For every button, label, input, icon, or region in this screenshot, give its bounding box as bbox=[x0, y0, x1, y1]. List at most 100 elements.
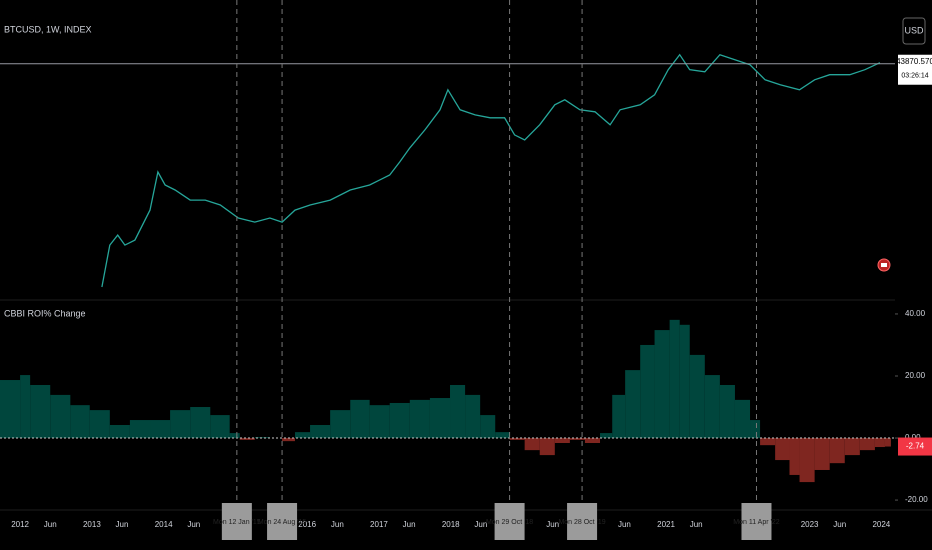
roi-bar bbox=[734, 399, 751, 439]
x-tick-label: Jun bbox=[474, 520, 487, 529]
marker-box bbox=[567, 503, 598, 540]
roi-bar bbox=[450, 384, 466, 439]
x-tick-label: 2021 bbox=[657, 520, 675, 529]
x-tick-label: 2024 bbox=[872, 520, 890, 529]
roi-bar bbox=[569, 438, 585, 440]
y-tick-label: -20.00 bbox=[905, 495, 928, 504]
last-price-box bbox=[898, 54, 932, 85]
roi-bar bbox=[20, 375, 31, 439]
x-tick-label: Jun bbox=[690, 520, 703, 529]
roi-bar bbox=[170, 410, 191, 439]
currency-button[interactable] bbox=[902, 17, 926, 45]
countdown-label: 03:26:14 bbox=[901, 73, 928, 80]
roi-bar bbox=[689, 354, 705, 439]
roi-bar bbox=[310, 425, 331, 439]
x-tick-label: Jun bbox=[546, 520, 559, 529]
roi-bar bbox=[679, 324, 690, 439]
roi-bar bbox=[859, 438, 875, 451]
roi-bar bbox=[0, 380, 21, 439]
roi-bar bbox=[799, 438, 815, 483]
x-tick-label: 2013 bbox=[83, 520, 101, 529]
last-value-box bbox=[898, 437, 932, 456]
roi-bar bbox=[70, 405, 90, 439]
roi-bar bbox=[539, 438, 555, 456]
currency-label[interactable]: USD bbox=[904, 25, 924, 35]
marker-label: Mon 28 Oct '19 bbox=[558, 519, 605, 526]
x-tick-label: 2018 bbox=[442, 520, 460, 529]
roi-bar bbox=[884, 438, 891, 447]
y-tick-label: 40.00 bbox=[905, 309, 926, 318]
last-value-label: -2.74 bbox=[906, 442, 925, 451]
roi-bar bbox=[89, 410, 110, 439]
roi-bar bbox=[150, 420, 171, 439]
price-line bbox=[101, 53, 881, 288]
x-tick-label: Jun bbox=[44, 520, 57, 529]
x-tick-label: Jun bbox=[331, 520, 344, 529]
alert-icon-glyph bbox=[881, 263, 887, 267]
indicator-title: CBBI ROI% Change bbox=[4, 308, 86, 318]
marker-label: Mon 29 Oct '18 bbox=[486, 519, 533, 526]
roi-bar bbox=[190, 407, 211, 439]
x-tick-label: 2012 bbox=[11, 520, 29, 529]
roi-bar bbox=[844, 438, 860, 456]
roi-bar bbox=[109, 425, 130, 439]
roi-bar bbox=[330, 410, 351, 439]
roi-bar bbox=[369, 405, 390, 439]
roi-bar bbox=[584, 438, 601, 443]
roi-bar bbox=[129, 420, 151, 439]
roi-bar bbox=[495, 432, 510, 439]
marker-box bbox=[267, 503, 298, 540]
marker-label: Mon 12 Jan '15 bbox=[213, 519, 261, 526]
roi-bar bbox=[210, 415, 230, 439]
roi-bar bbox=[429, 398, 451, 439]
roi-bar bbox=[669, 319, 680, 439]
x-tick-label: 2017 bbox=[370, 520, 388, 529]
x-tick-label: 2016 bbox=[298, 520, 316, 529]
roi-bar bbox=[612, 394, 626, 439]
roi-bar bbox=[465, 394, 481, 439]
roi-bar bbox=[704, 375, 720, 439]
roi-bar bbox=[600, 433, 613, 439]
roi-bar bbox=[625, 370, 641, 439]
marker-box bbox=[221, 503, 252, 540]
roi-bar bbox=[229, 433, 240, 439]
roi-bar bbox=[50, 394, 71, 439]
roi-bar bbox=[775, 438, 790, 461]
roi-bar bbox=[789, 438, 800, 475]
roi-bar bbox=[239, 438, 255, 440]
roi-bar bbox=[554, 438, 570, 443]
roi-bar bbox=[640, 344, 655, 439]
roi-bar bbox=[350, 399, 370, 439]
roi-bar bbox=[282, 438, 295, 442]
x-tick-label: Jun bbox=[187, 520, 200, 529]
roi-bar bbox=[254, 437, 270, 439]
roi-bar bbox=[409, 399, 430, 439]
x-tick-label: 2023 bbox=[801, 520, 819, 529]
marker-label: Mon 24 Aug '15 bbox=[258, 519, 307, 526]
roi-bar bbox=[509, 438, 525, 440]
roi-bar bbox=[654, 330, 670, 439]
x-tick-label: Jun bbox=[116, 520, 129, 529]
x-tick-label: Jun bbox=[618, 520, 631, 529]
roi-bar bbox=[294, 432, 311, 439]
roi-bar bbox=[760, 438, 776, 446]
marker-label: Mon 11 Apr '22 bbox=[733, 519, 779, 526]
roi-bar bbox=[719, 384, 735, 439]
roi-bar bbox=[30, 384, 51, 439]
roi-bar bbox=[389, 402, 410, 439]
roi-bar bbox=[874, 438, 885, 448]
roi-bar bbox=[814, 438, 830, 470]
marker-box bbox=[741, 503, 772, 540]
roi-bar bbox=[524, 438, 540, 451]
roi-bar bbox=[750, 420, 761, 439]
x-tick-label: Jun bbox=[403, 520, 416, 529]
x-tick-label: Jun bbox=[833, 520, 846, 529]
last-price-label: 43870.570 bbox=[896, 57, 932, 66]
chart-title: BTCUSD, 1W, INDEX bbox=[4, 24, 92, 34]
marker-box bbox=[494, 503, 525, 540]
x-tick-label: 2014 bbox=[155, 520, 173, 529]
roi-bar bbox=[480, 415, 496, 439]
y-tick-label: 20.00 bbox=[905, 371, 926, 380]
